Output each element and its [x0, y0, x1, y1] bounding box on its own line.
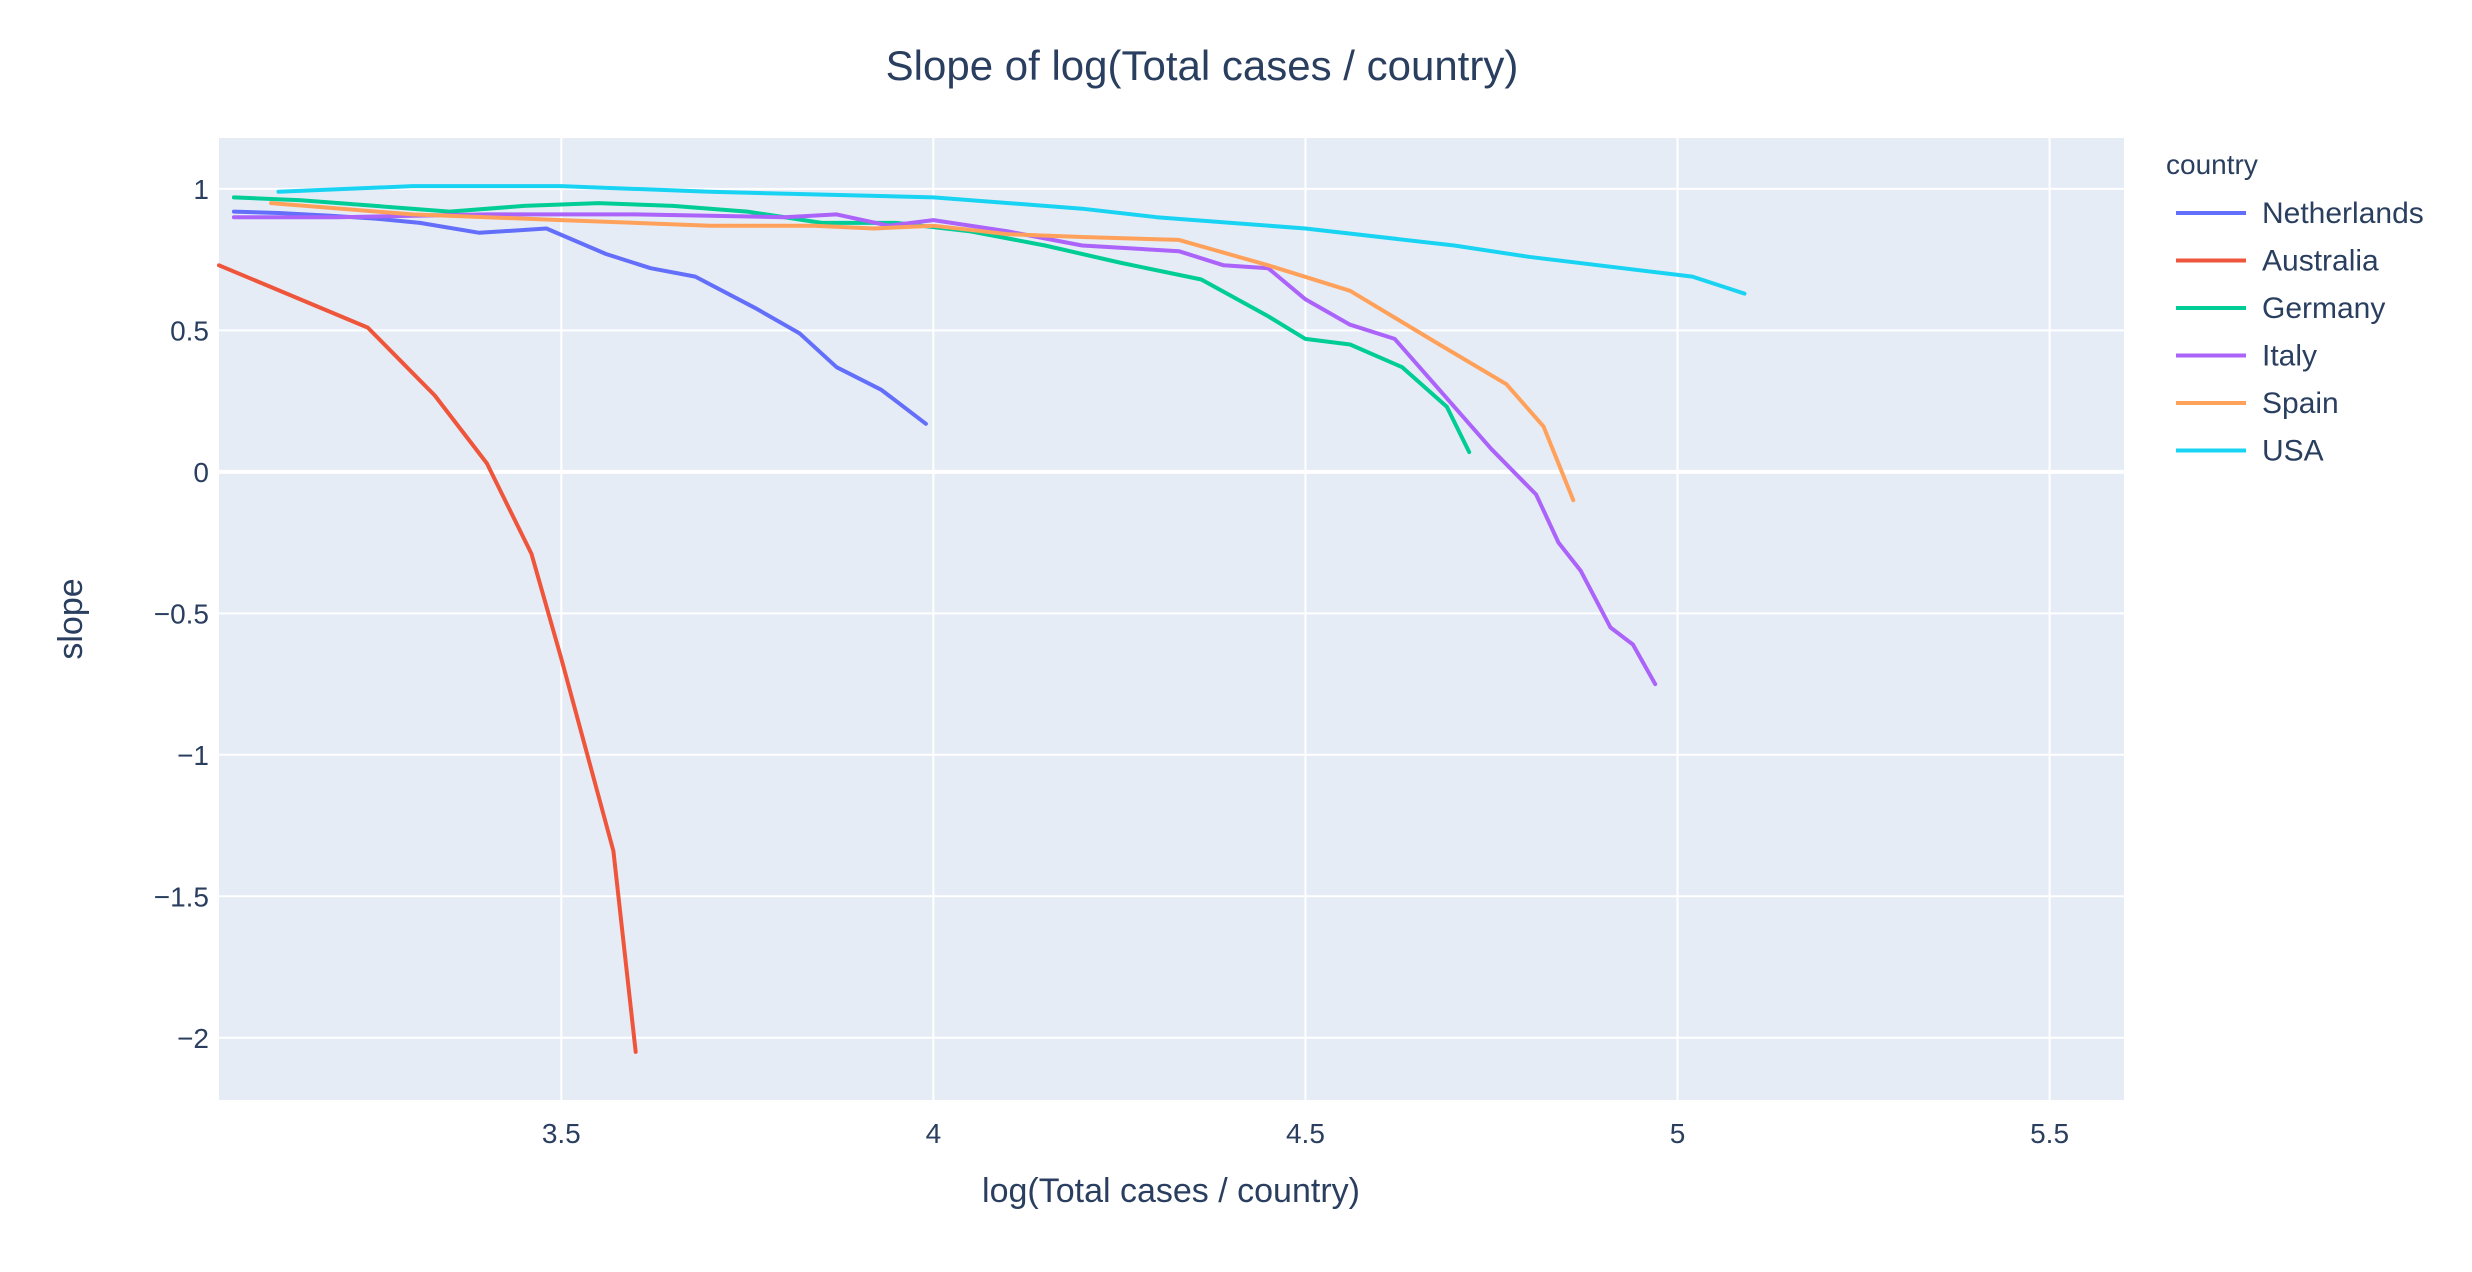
legend-label: Germany: [2262, 292, 2385, 325]
chart-title: Slope of log(Total cases / country): [886, 42, 1519, 89]
legend-item-italy[interactable]: Italy: [2176, 340, 2317, 373]
y-tick-label: −1.5: [154, 881, 209, 912]
legend-item-australia[interactable]: Australia: [2176, 245, 2379, 278]
series-line-usa[interactable]: [276, 184, 1747, 296]
y-axis-ticks: 1 0.5 0 −0.5 −1 −1.5 −2: [154, 174, 209, 1054]
series-line-italy[interactable]: [231, 212, 1658, 687]
x-axis-ticks: 3.5 4 4.5 5 5.5: [542, 1118, 2069, 1149]
x-tick-label: 4: [926, 1118, 942, 1149]
y-tick-label: −0.5: [154, 598, 209, 629]
legend-title: country: [2166, 149, 2258, 180]
series-lines: [217, 184, 1747, 1054]
legend-item-usa[interactable]: USA: [2176, 435, 2324, 468]
legend: country Netherlands Australia Germany Italy…: [2166, 149, 2424, 468]
legend-item-spain[interactable]: Spain: [2176, 387, 2339, 420]
series-line-australia[interactable]: [217, 263, 638, 1054]
y-tick-label: 0: [193, 457, 209, 488]
x-tick-label: 5.5: [2030, 1118, 2069, 1149]
x-tick-label: 3.5: [542, 1118, 581, 1149]
series-line-spain[interactable]: [269, 201, 1576, 503]
y-tick-label: −1: [177, 740, 209, 771]
legend-item-netherlands[interactable]: Netherlands: [2176, 197, 2424, 230]
legend-label: Australia: [2262, 245, 2379, 278]
x-tick-label: 4.5: [1286, 1118, 1325, 1149]
y-tick-label: 0.5: [170, 315, 209, 346]
legend-label: USA: [2262, 435, 2324, 468]
y-axis-title: slope: [52, 578, 90, 659]
legend-item-germany[interactable]: Germany: [2176, 292, 2385, 325]
legend-label: Spain: [2262, 387, 2339, 420]
legend-label: Italy: [2262, 340, 2317, 373]
x-tick-label: 5: [1670, 1118, 1686, 1149]
x-axis-title: log(Total cases / country): [982, 1172, 1360, 1210]
plot-area[interactable]: [219, 138, 2124, 1100]
y-tick-label: −2: [177, 1023, 209, 1054]
y-tick-label: 1: [193, 174, 209, 205]
legend-label: Netherlands: [2262, 197, 2424, 230]
